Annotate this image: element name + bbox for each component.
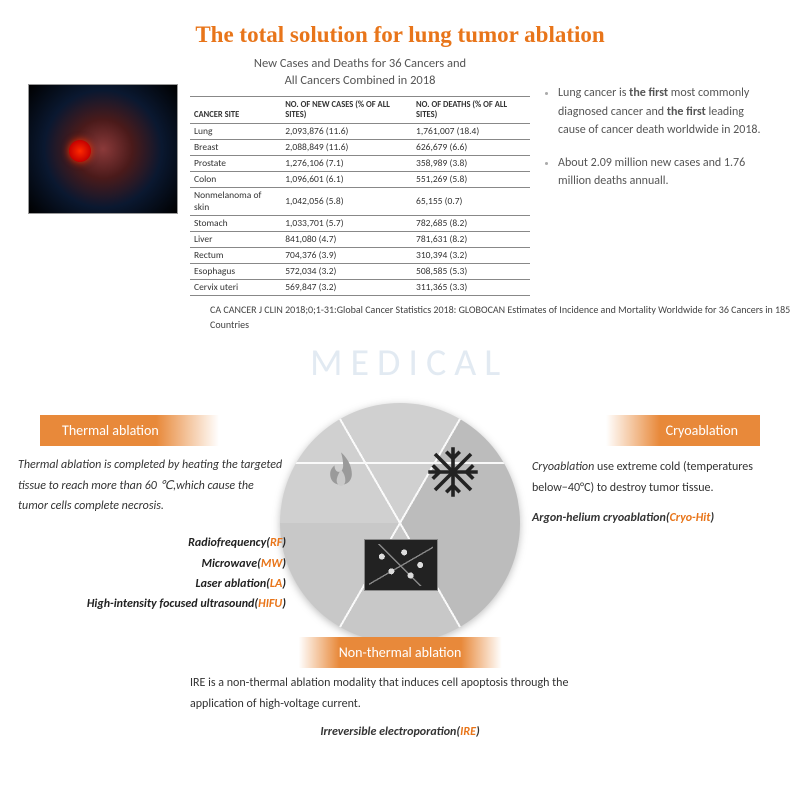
table-row: Stomach1,033,701 (5.7)782,685 (8.2) [190,215,530,231]
snowflake-icon [424,443,482,501]
nonthermal-desc: IRE is a non-thermal ablation modality t… [190,673,610,742]
fact-1: Lung cancer is the first most commonly d… [558,84,772,140]
flame-icon [312,445,370,503]
caption-line2: All Cancers Combined in 2018 [285,73,436,88]
table-row: Nonmelanoma of skin1,042,056 (5.8)65,155… [190,187,530,215]
table-row: Rectum704,376 (3.9)310,394 (3.2) [190,247,530,263]
thermal-method: Microwave(MW) [18,554,286,574]
thermal-banner: Thermal ablation [40,415,219,446]
caption-line1: New Cases and Deaths for 36 Cancers and [254,56,466,71]
thermal-methods: Radiofrequency(RF)Microwave(MW)Laser abl… [18,533,286,615]
table-row: Esophagus572,034 (3.2)508,585 (5.3) [190,263,530,279]
table-row: Breast2,088,849 (11.6)626,679 (6.6) [190,139,530,155]
top-row: New Cases and Deaths for 36 Cancers and … [0,56,800,296]
cryo-desc: Cryoablation use extreme cold (temperatu… [532,457,782,528]
ablation-pie [280,403,520,643]
table-row: Liver841,080 (4.7)781,631 (8.2) [190,231,530,247]
fact-2: About 2.09 million new cases and 1.76 mi… [558,154,772,191]
cancer-table-block: New Cases and Deaths for 36 Cancers and … [190,56,530,296]
nonthermal-banner: Non-thermal ablation [299,637,502,668]
cryo-banner: Cryoablation [606,415,760,446]
col-deaths: NO. OF DEATHS (% OF ALL SITES) [412,96,530,123]
thermal-method: High-intensity focused ultrasound(HIFU) [18,594,286,614]
nanoparticle-icon [364,539,438,591]
page-title: The total solution for lung tumor ablati… [0,0,800,56]
table-header-row: CANCER SITE NO. OF NEW CASES (% OF ALL S… [190,96,530,123]
col-cases: NO. OF NEW CASES (% OF ALL SITES) [281,96,412,123]
thermal-method: Radiofrequency(RF) [18,533,286,553]
thermal-desc: Thermal ablation is completed by heating… [18,455,286,516]
thermal-method: Laser ablation(LA) [18,574,286,594]
table-row: Colon1,096,601 (6.1)551,269 (5.8) [190,171,530,187]
table-caption: New Cases and Deaths for 36 Cancers and … [190,56,530,90]
citation-text: CA CANCER J CLIN 2018;0;1-31:Global Canc… [0,296,800,332]
ablation-pie-zone: Thermal ablation Cryoablation Non-therma… [0,344,800,734]
lung-tumor-image [28,84,178,214]
cancer-table: CANCER SITE NO. OF NEW CASES (% OF ALL S… [190,96,530,296]
key-facts-list: Lung cancer is the first most commonly d… [542,84,772,205]
table-body: Lung2,093,876 (11.6)1,761,007 (18.4)Brea… [190,123,530,295]
table-row: Lung2,093,876 (11.6)1,761,007 (18.4) [190,123,530,139]
table-row: Prostate1,276,106 (7.1)358,989 (3.8) [190,155,530,171]
table-row: Cervix uteri569,847 (3.2)311,365 (3.3) [190,279,530,295]
col-site: CANCER SITE [190,96,281,123]
